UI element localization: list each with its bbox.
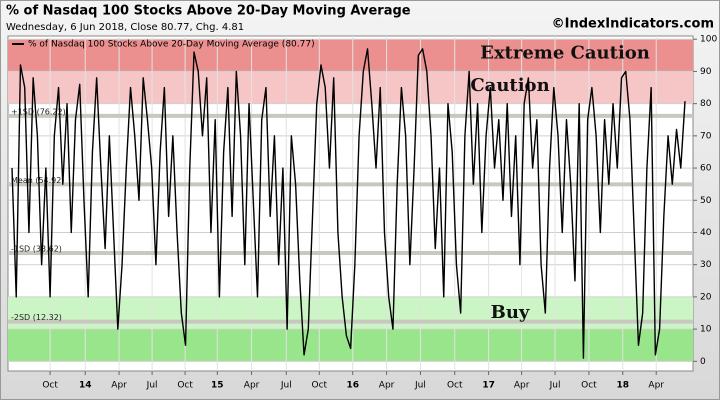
x-tick-label: Oct <box>312 381 328 391</box>
annotation: Caution <box>470 75 549 96</box>
x-tick-label: 14 <box>79 381 92 391</box>
reference-label: +1SD (76.22) <box>11 107 66 116</box>
x-tick-label: Jul <box>280 381 292 391</box>
y-tick-label: 0 <box>700 357 706 367</box>
x-tick-label: 16 <box>346 381 359 391</box>
y-tick-label: 40 <box>700 228 712 238</box>
x-tick-label: 15 <box>211 381 224 391</box>
y-tick-label: 90 <box>700 67 712 77</box>
y-tick-label: 10 <box>700 325 712 335</box>
y-tick-label: 60 <box>700 164 712 174</box>
x-tick-label: Jul <box>146 381 158 391</box>
annotation: Extreme Caution <box>480 43 650 64</box>
y-tick-label: 80 <box>700 99 712 109</box>
x-tick-label: Apr <box>514 381 530 391</box>
x-tick-label: Oct <box>581 381 597 391</box>
y-tick-label: 30 <box>700 260 712 270</box>
x-tick-label: Apr <box>648 381 664 391</box>
annotation: Buy <box>491 302 530 323</box>
x-tick-label: Jul <box>549 381 561 391</box>
x-tick-label: Jul <box>414 381 426 391</box>
reference-label: -2SD (12.32) <box>11 313 62 322</box>
y-tick-label: 70 <box>700 131 712 141</box>
x-tick-label: 17 <box>482 381 495 391</box>
data-line <box>11 48 686 359</box>
x-tick-label: Apr <box>379 381 395 391</box>
zone-band <box>8 296 693 330</box>
chart-title: % of Nasdaq 100 Stocks Above 20-Day Movi… <box>6 4 411 19</box>
y-tick-label: 50 <box>700 196 712 206</box>
x-tick-label: Oct <box>447 381 463 391</box>
source: ©IndexIndicators.com <box>552 17 714 32</box>
x-tick-label: Apr <box>111 381 127 391</box>
x-tick-label: Apr <box>244 381 260 391</box>
zone-band <box>8 71 693 104</box>
zone-band <box>8 39 693 72</box>
y-tick-label: 20 <box>700 292 712 302</box>
y-tick-label: 100 <box>700 35 717 45</box>
x-tick-label: 18 <box>617 381 630 391</box>
x-tick-label: Oct <box>177 381 193 391</box>
reference-label: -1SD (33.62) <box>11 245 62 254</box>
chart-subtitle: Wednesday, 6 Jun 2018, Close 80.77, Chg.… <box>6 22 244 33</box>
reference-label: Mean (54.92) <box>11 176 64 185</box>
x-tick-label: Oct <box>42 381 58 391</box>
legend-label: % of Nasdaq 100 Stocks Above 20-Day Movi… <box>28 40 315 50</box>
